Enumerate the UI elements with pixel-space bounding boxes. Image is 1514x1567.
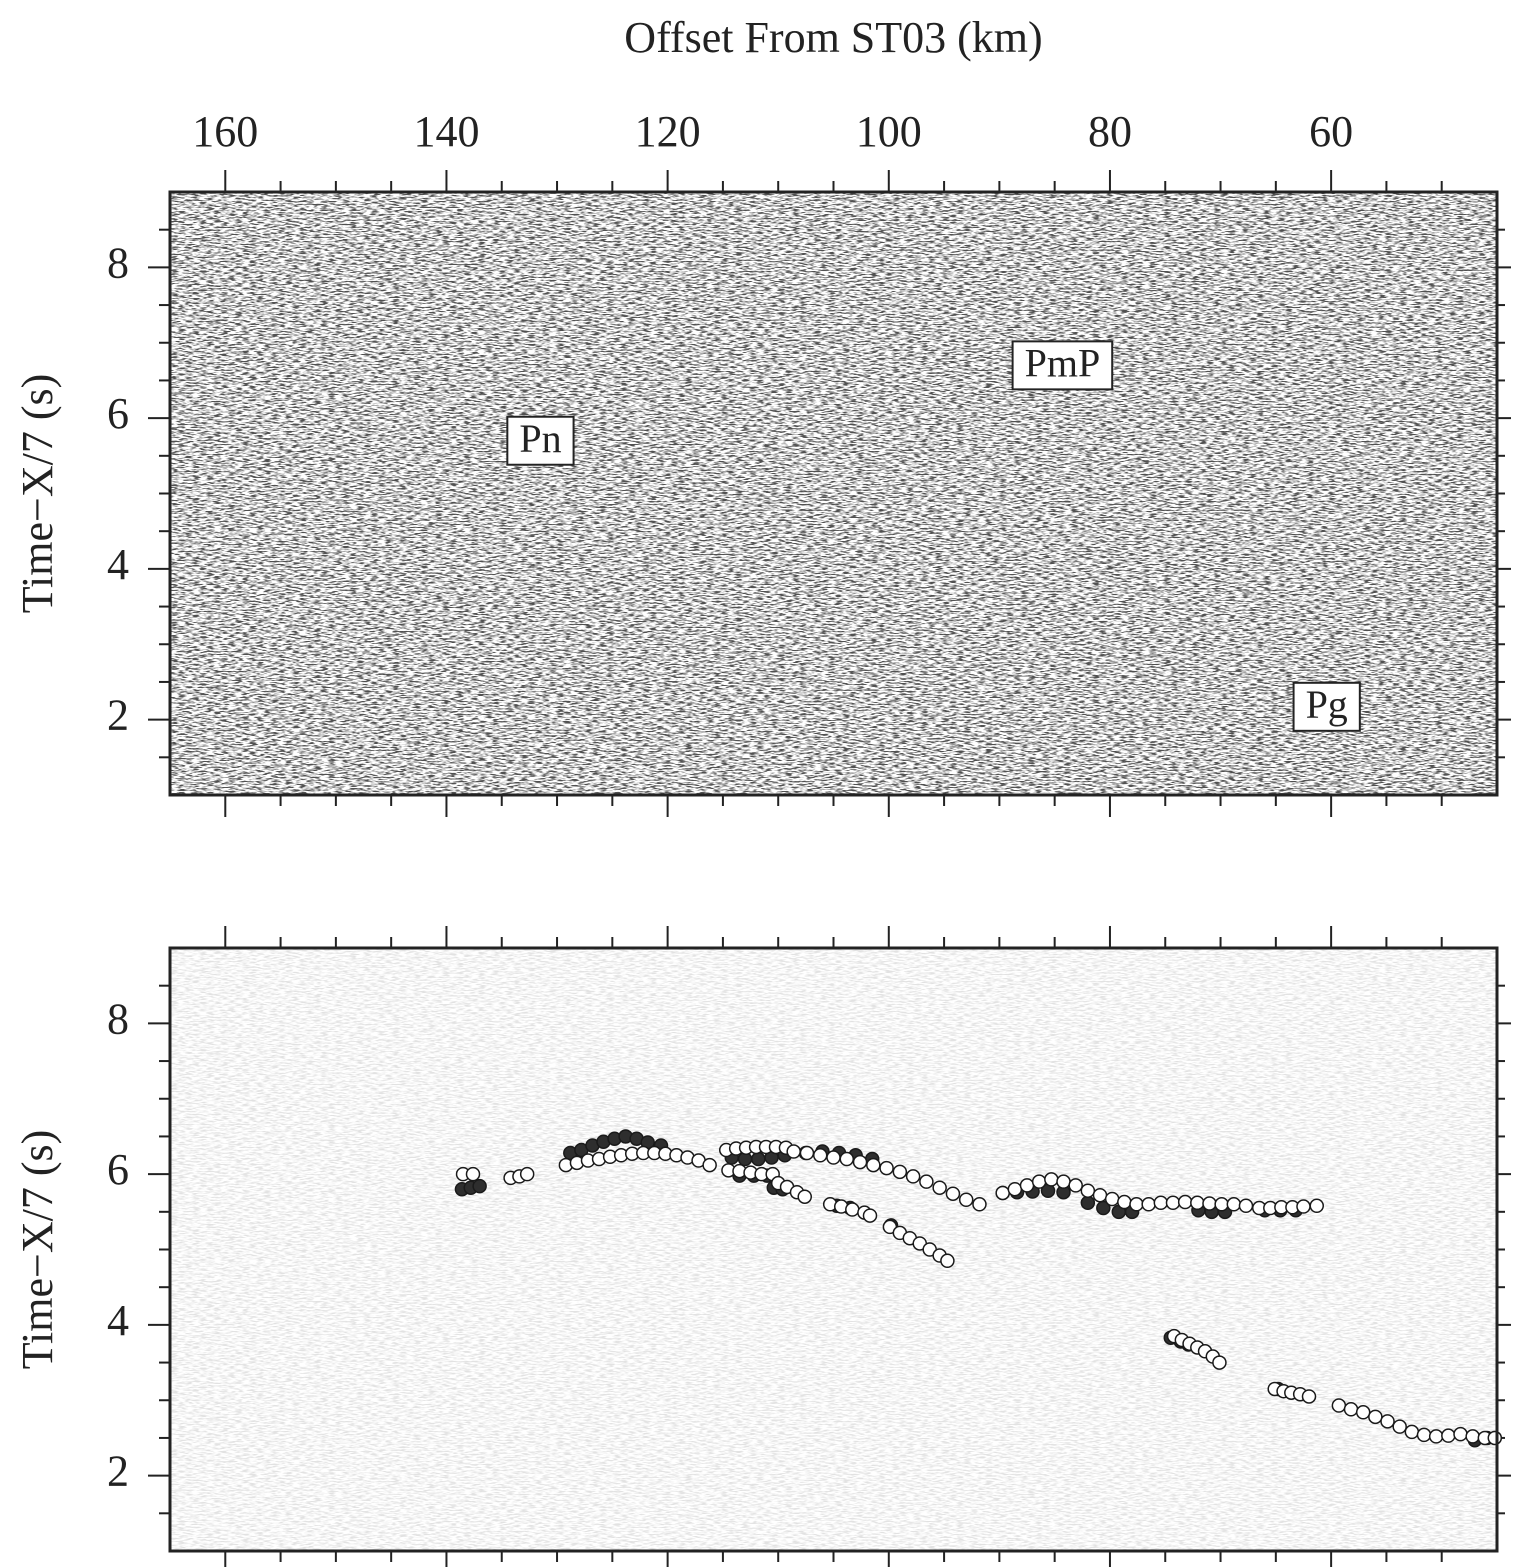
plot-frame (168, 190, 1499, 797)
pick-marker (1355, 1405, 1371, 1420)
annotation-label: Pn (519, 416, 561, 461)
seismic-section (170, 192, 1497, 795)
pick-marker (958, 1192, 974, 1208)
pick-marker (972, 1197, 987, 1212)
annotation-box (1292, 681, 1361, 732)
pick-marker (945, 1186, 961, 1201)
x-tick-label: 80 (1088, 107, 1132, 156)
panel: 2 4 6 8 Time−X/7 (s) (13, 926, 1511, 1567)
annotation-box (506, 415, 575, 466)
pick-marker (866, 1157, 881, 1173)
pick-marker (465, 1166, 481, 1182)
pick-marker (1044, 1172, 1059, 1187)
pick-marker (892, 1164, 908, 1180)
y-tick-label: 2 (107, 1447, 129, 1496)
annotation-label: Pg (1306, 682, 1348, 727)
pick-marker (1056, 1174, 1071, 1189)
y-tick-label: 4 (107, 540, 129, 589)
panel: 160 140 120 100 80 60 2 4 6 8 Offset From ST03 (km… (13, 13, 1511, 817)
pick-marker (519, 1166, 535, 1182)
pick-marker (1031, 1174, 1047, 1189)
pick-marker (1380, 1414, 1395, 1429)
x-tick-label: 60 (1309, 107, 1353, 156)
plot-frame (168, 946, 1499, 1553)
pick-marker (1092, 1187, 1108, 1203)
pick-marker (702, 1157, 717, 1173)
y-axis-label: Time−X/7 (s) (13, 1130, 62, 1370)
x-tick-label: 160 (192, 107, 258, 156)
pick-marker (1331, 1398, 1347, 1413)
pick-marker (812, 1148, 828, 1163)
pick-marker (751, 1151, 766, 1167)
pick-marker (1190, 1195, 1205, 1211)
x-axis-label: Offset From ST03 (km) (624, 13, 1042, 62)
pick-marker (799, 1145, 815, 1161)
pick-marker (1465, 1429, 1480, 1444)
pick-marker (1226, 1197, 1242, 1212)
pick-marker (845, 1202, 860, 1217)
pick-marker (1309, 1198, 1324, 1214)
x-tick-label: 120 (635, 107, 701, 156)
y-tick-label: 6 (107, 389, 129, 438)
pick-marker (1080, 1183, 1096, 1198)
pick-marker (1404, 1424, 1420, 1440)
pick-marker (862, 1208, 878, 1223)
y-axis-label: Time−X/7 (s) (13, 374, 62, 614)
pick-marker (1212, 1355, 1227, 1370)
x-tick-label: 140 (413, 107, 479, 156)
pick-marker (1301, 1389, 1317, 1404)
pick-marker (797, 1189, 812, 1204)
pick-marker (1368, 1409, 1383, 1425)
pick-marker (940, 1253, 955, 1269)
pick-marker (1214, 1197, 1229, 1212)
pick-marker (879, 1160, 894, 1176)
pick-marker (786, 1144, 801, 1159)
y-tick-label: 8 (107, 994, 129, 1043)
pick-marker (1068, 1178, 1083, 1193)
pick-marker (1007, 1181, 1023, 1197)
pick-marker (1153, 1195, 1169, 1211)
pick-marker (905, 1169, 921, 1184)
pick-marker (1392, 1419, 1407, 1434)
pick-marker (839, 1151, 855, 1167)
pick-marker (1019, 1178, 1035, 1193)
pick-marker (1165, 1195, 1181, 1211)
pick-marker (1416, 1427, 1432, 1443)
pick-marker (1141, 1197, 1156, 1212)
x-tick-label: 100 (856, 107, 922, 156)
pick-marker (1441, 1428, 1456, 1443)
pick-marker (1202, 1196, 1217, 1211)
pick-marker (826, 1150, 841, 1165)
pick-marker (1104, 1191, 1120, 1207)
pick-marker (1080, 1195, 1096, 1211)
pick-marker (852, 1154, 868, 1170)
pick-marker (1428, 1429, 1444, 1444)
seismic-section (170, 948, 1497, 1551)
pick-marker (1117, 1194, 1132, 1210)
pick-marker (1177, 1194, 1193, 1210)
y-tick-label: 6 (107, 1145, 129, 1194)
pick-marker (995, 1185, 1010, 1201)
annotation-box (1011, 340, 1114, 391)
pick-marker (932, 1180, 947, 1195)
pick-marker (472, 1178, 487, 1194)
y-tick-label: 8 (107, 238, 129, 287)
pick-marker (1238, 1198, 1254, 1214)
y-tick-label: 2 (107, 691, 129, 740)
pick-marker (1487, 1430, 1503, 1446)
annotation-label: PmP (1025, 341, 1101, 386)
pick-marker (1129, 1197, 1144, 1212)
pick-marker (919, 1174, 934, 1189)
pick-marker (1343, 1402, 1359, 1417)
y-tick-label: 4 (107, 1296, 129, 1345)
pick-marker (1453, 1426, 1468, 1442)
pick-marker (1296, 1199, 1311, 1214)
